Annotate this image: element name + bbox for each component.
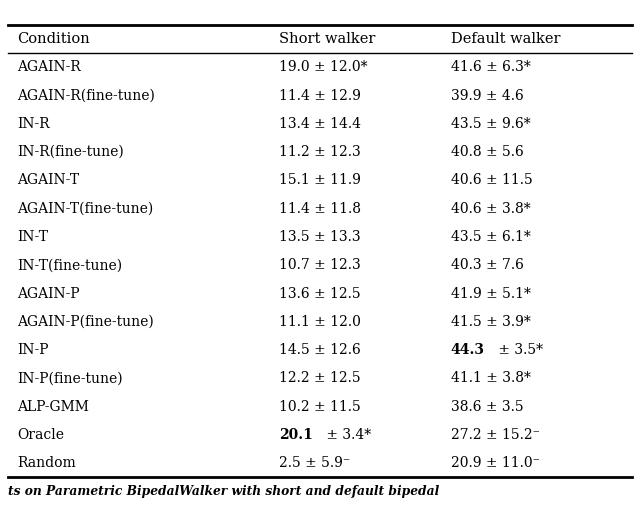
Text: 13.5 ± 13.3: 13.5 ± 13.3 [278,230,360,244]
Text: AGAIN-P(fine-tune): AGAIN-P(fine-tune) [17,315,154,329]
Text: 11.1 ± 12.0: 11.1 ± 12.0 [278,315,360,329]
Text: IN-T(fine-tune): IN-T(fine-tune) [17,258,122,272]
Text: 44.3: 44.3 [451,343,484,357]
Text: 40.6 ± 3.8*: 40.6 ± 3.8* [451,202,531,215]
Text: AGAIN-R: AGAIN-R [17,60,81,74]
Text: 13.6 ± 12.5: 13.6 ± 12.5 [278,287,360,301]
Text: 38.6 ± 3.5: 38.6 ± 3.5 [451,400,524,414]
Text: Default walker: Default walker [451,32,560,46]
Text: IN-R: IN-R [17,117,50,131]
Text: 10.2 ± 11.5: 10.2 ± 11.5 [278,400,360,414]
Text: IN-P(fine-tune): IN-P(fine-tune) [17,371,123,385]
Text: 39.9 ± 4.6: 39.9 ± 4.6 [451,88,524,103]
Text: AGAIN-T(fine-tune): AGAIN-T(fine-tune) [17,202,154,215]
Text: 43.5 ± 9.6*: 43.5 ± 9.6* [451,117,531,131]
Text: 20.9 ± 11.0⁻: 20.9 ± 11.0⁻ [451,456,540,470]
Text: IN-R(fine-tune): IN-R(fine-tune) [17,145,124,159]
Text: 11.4 ± 11.8: 11.4 ± 11.8 [278,202,360,215]
Text: AGAIN-T: AGAIN-T [17,174,79,187]
Text: 43.5 ± 6.1*: 43.5 ± 6.1* [451,230,531,244]
Text: ± 3.4*: ± 3.4* [322,428,371,442]
Text: Oracle: Oracle [17,428,64,442]
Text: Random: Random [17,456,76,470]
Text: 41.9 ± 5.1*: 41.9 ± 5.1* [451,287,531,301]
Text: 41.6 ± 6.3*: 41.6 ± 6.3* [451,60,531,74]
Text: IN-P: IN-P [17,343,49,357]
Text: ts on Parametric BipedalWalker with short and default bipedal: ts on Parametric BipedalWalker with shor… [8,485,439,498]
Text: 12.2 ± 12.5: 12.2 ± 12.5 [278,371,360,385]
Text: 19.0 ± 12.0*: 19.0 ± 12.0* [278,60,367,74]
Text: 11.2 ± 12.3: 11.2 ± 12.3 [278,145,360,159]
Text: 10.7 ± 12.3: 10.7 ± 12.3 [278,258,360,272]
Text: 13.4 ± 14.4: 13.4 ± 14.4 [278,117,360,131]
Text: 20.1: 20.1 [278,428,312,442]
Text: Condition: Condition [17,32,90,46]
Text: 2.5 ± 5.9⁻: 2.5 ± 5.9⁻ [278,456,350,470]
Text: 41.1 ± 3.8*: 41.1 ± 3.8* [451,371,531,385]
Text: 27.2 ± 15.2⁻: 27.2 ± 15.2⁻ [451,428,540,442]
Text: ALP-GMM: ALP-GMM [17,400,89,414]
Text: 14.5 ± 12.6: 14.5 ± 12.6 [278,343,360,357]
Text: AGAIN-P: AGAIN-P [17,287,80,301]
Text: 40.6 ± 11.5: 40.6 ± 11.5 [451,174,532,187]
Text: IN-T: IN-T [17,230,48,244]
Text: ± 3.5*: ± 3.5* [494,343,543,357]
Text: 41.5 ± 3.9*: 41.5 ± 3.9* [451,315,531,329]
Text: 15.1 ± 11.9: 15.1 ± 11.9 [278,174,360,187]
Text: Short walker: Short walker [278,32,375,46]
Text: AGAIN-R(fine-tune): AGAIN-R(fine-tune) [17,88,155,103]
Text: 40.8 ± 5.6: 40.8 ± 5.6 [451,145,524,159]
Text: 40.3 ± 7.6: 40.3 ± 7.6 [451,258,524,272]
Text: 11.4 ± 12.9: 11.4 ± 12.9 [278,88,360,103]
